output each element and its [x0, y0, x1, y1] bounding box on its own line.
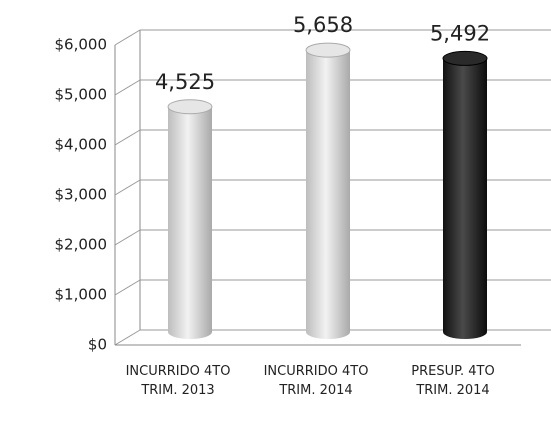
x-tick-label: INCURRIDO 4TO TRIM. 2013: [125, 364, 231, 398]
bar: [443, 58, 487, 333]
grid-line: [114, 329, 141, 346]
grid-line: [114, 129, 141, 146]
value-label: 5,658: [293, 13, 353, 37]
x-tick-label: PRESUP. 4TO TRIM. 2014: [411, 364, 495, 398]
y-tick-label: $1,000: [55, 286, 108, 304]
bar-top: [442, 50, 488, 66]
value-label: 4,525: [155, 70, 215, 94]
bar-top: [305, 42, 351, 58]
bar-base: [443, 325, 487, 339]
y-tick-label: $4,000: [55, 136, 108, 154]
grid-line: [114, 29, 141, 46]
y-tick-label: $0: [88, 336, 107, 354]
bar-top: [167, 99, 213, 115]
y-tick-label: $6,000: [55, 36, 108, 54]
grid-line: [114, 279, 141, 296]
y-tick-label: $5,000: [55, 86, 108, 104]
x-tick-label: INCURRIDO 4TO TRIM. 2014: [263, 364, 369, 398]
value-label: 5,492: [430, 21, 490, 45]
bar: [306, 50, 350, 332]
bar: [168, 106, 212, 332]
grid-line: [114, 79, 141, 96]
y-tick-label: $2,000: [55, 236, 108, 254]
y-tick-label: $3,000: [55, 186, 108, 204]
bar-base: [168, 325, 212, 339]
bar-base: [306, 325, 350, 339]
grid-line: [114, 179, 141, 196]
grid-line: [114, 229, 141, 246]
